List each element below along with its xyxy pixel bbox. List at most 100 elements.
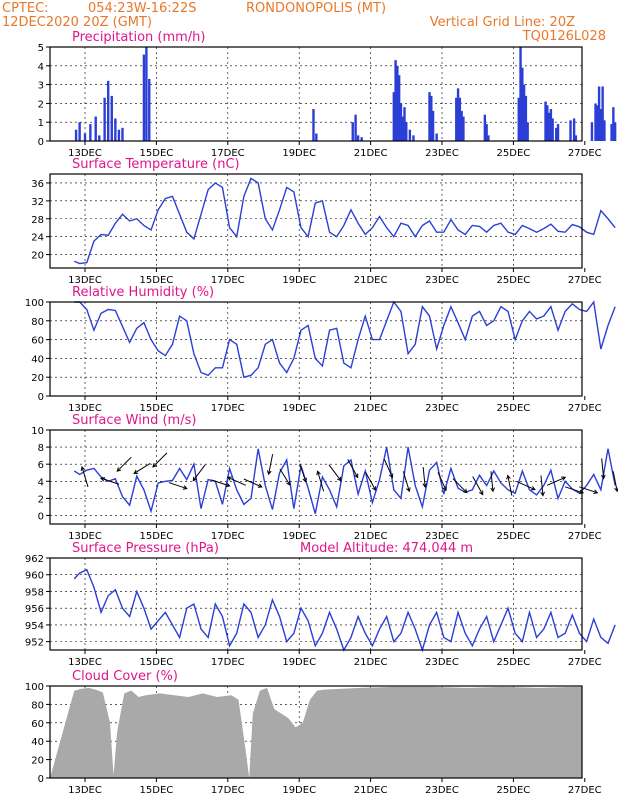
wind-arrow [383, 459, 394, 479]
precip-bar [460, 110, 463, 141]
pressure-xtick-label: 17DEC [211, 657, 245, 668]
pressure-ytick-label: 962 [25, 554, 44, 565]
humidity-xtick-label: 21DEC [354, 403, 388, 414]
temp-xtick-label: 25DEC [497, 275, 531, 286]
precip-bar [142, 54, 146, 141]
precip-bar [483, 114, 487, 141]
wind-arrow-head [257, 483, 263, 488]
temp-ytick-label: 32 [31, 197, 44, 208]
wind-arrow [100, 477, 120, 485]
humidity-panel: 0 20 40 60 80 100 13DEC 15DEC 17DEC 19DEC 21DEC 23D… [25, 298, 616, 414]
wind-xtick-label: 17DEC [211, 531, 245, 542]
precip-bar [458, 97, 462, 141]
wind-xtick-label: 21DEC [354, 531, 388, 542]
wind-arrow-shaft [507, 475, 513, 496]
cloud-xtick-label: 17DEC [211, 785, 245, 796]
wind-arrow [452, 478, 468, 494]
precip-bar [569, 120, 572, 141]
wind-ytick-label: 0 [38, 511, 44, 522]
wind-arrow-shaft [279, 468, 291, 486]
wind-ytick-label: 10 [31, 426, 44, 437]
wind-arrow-head [286, 480, 291, 486]
precip-bar [487, 135, 490, 141]
precip-bar [98, 135, 101, 141]
precip-bar [103, 97, 106, 141]
wind-arrow-head [490, 487, 495, 493]
temp-ytick-label: 28 [31, 215, 44, 226]
temp-xtick-label: 27DEC [568, 275, 602, 286]
precip-bar [555, 127, 558, 141]
header-source: CPTEC: [2, 1, 49, 16]
wind-arrow-shaft [490, 471, 494, 492]
precip-bar [590, 122, 594, 141]
precip-bar [412, 135, 415, 141]
precip-bar [549, 109, 553, 141]
wind-arrow [279, 468, 291, 486]
cloud-ytick-label: 100 [25, 682, 44, 693]
wind-arrow-head [302, 477, 307, 483]
precip-bar [556, 124, 560, 141]
wind-arrow [116, 456, 132, 472]
wind-arrow [564, 486, 585, 495]
precip-xtick-label: 17DEC [211, 148, 245, 159]
wind-arrow-head [579, 489, 585, 495]
precip-ytick-label: 4 [38, 62, 44, 73]
precip-bar [546, 105, 549, 141]
pressure-xtick-label: 19DEC [282, 657, 316, 668]
precip-bar [392, 92, 396, 141]
wind-xtick-label: 25DEC [497, 531, 531, 542]
precip-bar [394, 60, 397, 141]
wind-arrow-shaft [402, 471, 410, 492]
precip-xtick-label: 13DEC [68, 148, 102, 159]
wind-arrow-shaft [100, 477, 120, 485]
precip-bar [356, 135, 360, 141]
precip-ytick-label: 1 [38, 118, 44, 129]
wind-arrow-head [226, 476, 232, 481]
precip-bar [613, 122, 617, 141]
header-location: RONDONOPOLIS (MT) [246, 1, 386, 16]
temp-xtick-label: 13DEC [68, 275, 102, 286]
wind-xtick-label: 13DEC [68, 531, 102, 542]
wind-arrow [490, 471, 495, 493]
wind-arrow-shaft [211, 479, 230, 487]
wind-arrow-head [506, 474, 511, 480]
precip-ytick-label: 2 [38, 99, 44, 110]
header-code: TQ0126L028 [522, 29, 606, 44]
humidity-xtick-label: 13DEC [68, 403, 102, 414]
wind-arrow-shaft [328, 464, 342, 482]
wind-arrow-shaft [133, 463, 151, 474]
cloud-area [50, 686, 582, 778]
precip-xtick-label: 27DEC [568, 148, 602, 159]
pressure-ytick-label: 960 [25, 571, 44, 582]
wind-arrow-shaft [317, 471, 325, 492]
wind-arrow-shaft [437, 472, 447, 491]
header-datetime: 12DEC2020 20Z (GMT) [2, 15, 152, 30]
humidity-line [74, 300, 616, 379]
wind-arrow-shaft [516, 481, 536, 491]
precip-bar [594, 103, 597, 141]
wind-arrow-shaft [116, 456, 132, 472]
wind-ytick-label: 6 [38, 460, 44, 471]
precip-bar [522, 84, 526, 141]
wind-arrow [347, 459, 359, 479]
pressure-ytick-label: 952 [25, 638, 44, 649]
wind-arrow-shaft [81, 466, 89, 488]
precip-ytick-label: 5 [38, 43, 44, 54]
wind-arrow-shaft [422, 466, 426, 488]
cloud-xtick-label: 21DEC [354, 785, 388, 796]
precip-bar [551, 118, 554, 141]
wind-arrow-head [337, 476, 342, 482]
wind-arrow [516, 481, 536, 491]
pressure-xtick-label: 23DEC [425, 657, 459, 668]
wind-arrow-shaft [299, 463, 307, 482]
wind-arrow [192, 464, 206, 482]
pressure-xtick-label: 21DEC [354, 657, 388, 668]
pressure-xtick-label: 25DEC [497, 657, 531, 668]
wind-arrow-head [354, 473, 359, 479]
cloud-title: Cloud Cover (%) [72, 669, 178, 684]
wind-xtick-label: 23DEC [425, 531, 459, 542]
precip-bar [572, 118, 576, 141]
humidity-ytick-label: 60 [31, 336, 44, 347]
temp-ytick-label: 20 [31, 251, 44, 262]
cloud-frame [49, 685, 583, 779]
